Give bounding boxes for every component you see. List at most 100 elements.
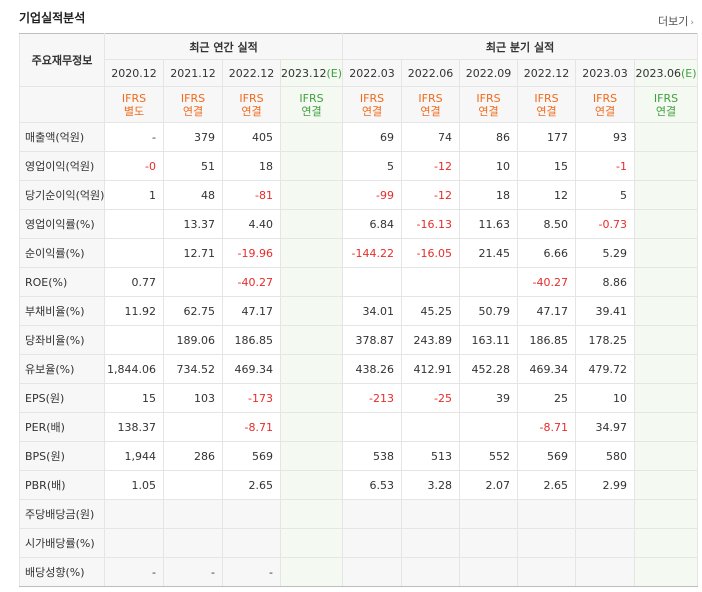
table-row: 시가배당률(%) [19, 528, 699, 558]
value-cell: 62.75 [163, 296, 223, 326]
table-row: 영업이익률(%) 13.37 4.40 6.84 -16.13 11.63 8.50 -0.7… [19, 209, 699, 239]
value-cell: 2.65 [517, 470, 577, 500]
value-cell: 12.71 [163, 238, 223, 268]
table-row: 유보율(%) 1,844.06 734.52 469.34 438.26 412.91 45… [19, 354, 699, 384]
value-cell: 15 [517, 151, 577, 181]
value-cell [634, 296, 699, 326]
value-cell: 138.37 [104, 412, 164, 442]
value-cell [634, 383, 699, 413]
table-row: PER(배) 138.37 -8.71 -8.71 34.97 [19, 412, 699, 442]
value-cell [279, 412, 344, 442]
row-label: 시가배당률(%) [19, 528, 105, 558]
value-cell [163, 499, 223, 529]
period-header: 2023.03 [575, 59, 636, 87]
value-cell [401, 267, 461, 297]
row-label: 당기순이익(억원) [19, 180, 105, 210]
value-cell [634, 499, 699, 529]
row-label: 당좌비율(%) [19, 325, 105, 355]
row-label: 순이익률(%) [19, 238, 105, 268]
value-cell: 189.06 [163, 325, 223, 355]
value-cell [279, 499, 344, 529]
row-label: ROE(%) [19, 267, 105, 297]
value-cell [342, 267, 403, 297]
value-cell [634, 238, 699, 268]
table-row: 영업이익(억원) -0 51 18 5 -12 10 15 -1 [19, 151, 699, 181]
value-cell: - [104, 122, 164, 152]
value-cell: -12 [401, 151, 461, 181]
value-cell: 734.52 [163, 354, 223, 384]
value-cell [279, 325, 344, 355]
row-label: 영업이익률(%) [19, 209, 105, 239]
more-link[interactable]: 더보기 › [658, 13, 694, 29]
value-cell: 39.41 [575, 296, 636, 326]
value-cell: 10 [459, 151, 519, 181]
value-cell [517, 528, 577, 558]
value-cell [163, 528, 223, 558]
table-row: PBR(배) 1.05 2.65 6.53 3.28 2.07 2.65 2.99 [19, 470, 699, 500]
value-cell: 0.77 [104, 267, 164, 297]
value-cell: 378.87 [342, 325, 403, 355]
value-cell: -1 [575, 151, 636, 181]
value-cell: 569 [222, 441, 281, 471]
accounting-basis: IFRS 별도 [104, 86, 164, 123]
value-cell [634, 528, 699, 558]
value-cell [634, 325, 699, 355]
value-cell: -25 [401, 383, 461, 413]
value-cell: 163.11 [459, 325, 519, 355]
basis-label-cell [19, 86, 105, 123]
value-cell: - [222, 557, 281, 587]
value-cell [279, 209, 344, 239]
more-label: 더보기 [658, 15, 689, 28]
value-cell: 469.34 [222, 354, 281, 384]
value-cell: - [163, 557, 223, 587]
value-cell [634, 470, 699, 500]
value-cell: 5 [342, 151, 403, 181]
value-cell: -40.27 [517, 267, 577, 297]
value-cell: 15 [104, 383, 164, 413]
value-cell [279, 151, 344, 181]
value-cell: 13.37 [163, 209, 223, 239]
value-cell: 47.17 [222, 296, 281, 326]
accounting-basis: IFRS 연결 [517, 86, 577, 123]
value-cell [104, 238, 164, 268]
value-cell [401, 557, 461, 587]
value-cell [634, 267, 699, 297]
value-cell [634, 180, 699, 210]
value-cell [634, 441, 699, 471]
table-row: 배당성향(%) - - - [19, 557, 699, 587]
row-label: PER(배) [19, 412, 105, 442]
table-row: 당좌비율(%) 189.06 186.85 378.87 243.89 163.11 186… [19, 325, 699, 355]
value-cell: 50.79 [459, 296, 519, 326]
value-cell [279, 122, 344, 152]
value-cell: 86 [459, 122, 519, 152]
value-cell: 178.25 [575, 325, 636, 355]
value-cell: -0 [104, 151, 164, 181]
value-cell: 4.40 [222, 209, 281, 239]
value-cell [279, 383, 344, 413]
value-cell: 580 [575, 441, 636, 471]
period-header: 2022.06 [401, 59, 461, 87]
value-cell: 3.28 [401, 470, 461, 500]
value-cell: 11.92 [104, 296, 164, 326]
value-cell [459, 267, 519, 297]
value-cell [104, 499, 164, 529]
value-cell: -16.05 [401, 238, 461, 268]
value-cell: 538 [342, 441, 403, 471]
value-cell: 39 [459, 383, 519, 413]
value-cell: - [104, 557, 164, 587]
value-cell: 11.63 [459, 209, 519, 239]
value-cell [279, 296, 344, 326]
value-cell [575, 528, 636, 558]
value-cell: 103 [163, 383, 223, 413]
value-cell [634, 557, 699, 587]
table-row: BPS(원) 1,944 286 569 538 513 552 569 580 [19, 441, 699, 471]
period-header: 2023.12(E) [279, 59, 344, 87]
value-cell: -19.96 [222, 238, 281, 268]
value-cell: 5 [575, 180, 636, 210]
value-cell: 93 [575, 122, 636, 152]
row-label: PBR(배) [19, 470, 105, 500]
value-cell [163, 470, 223, 500]
value-cell: -81 [222, 180, 281, 210]
value-cell [634, 354, 699, 384]
label-header: 주요재무정보 [19, 33, 105, 87]
